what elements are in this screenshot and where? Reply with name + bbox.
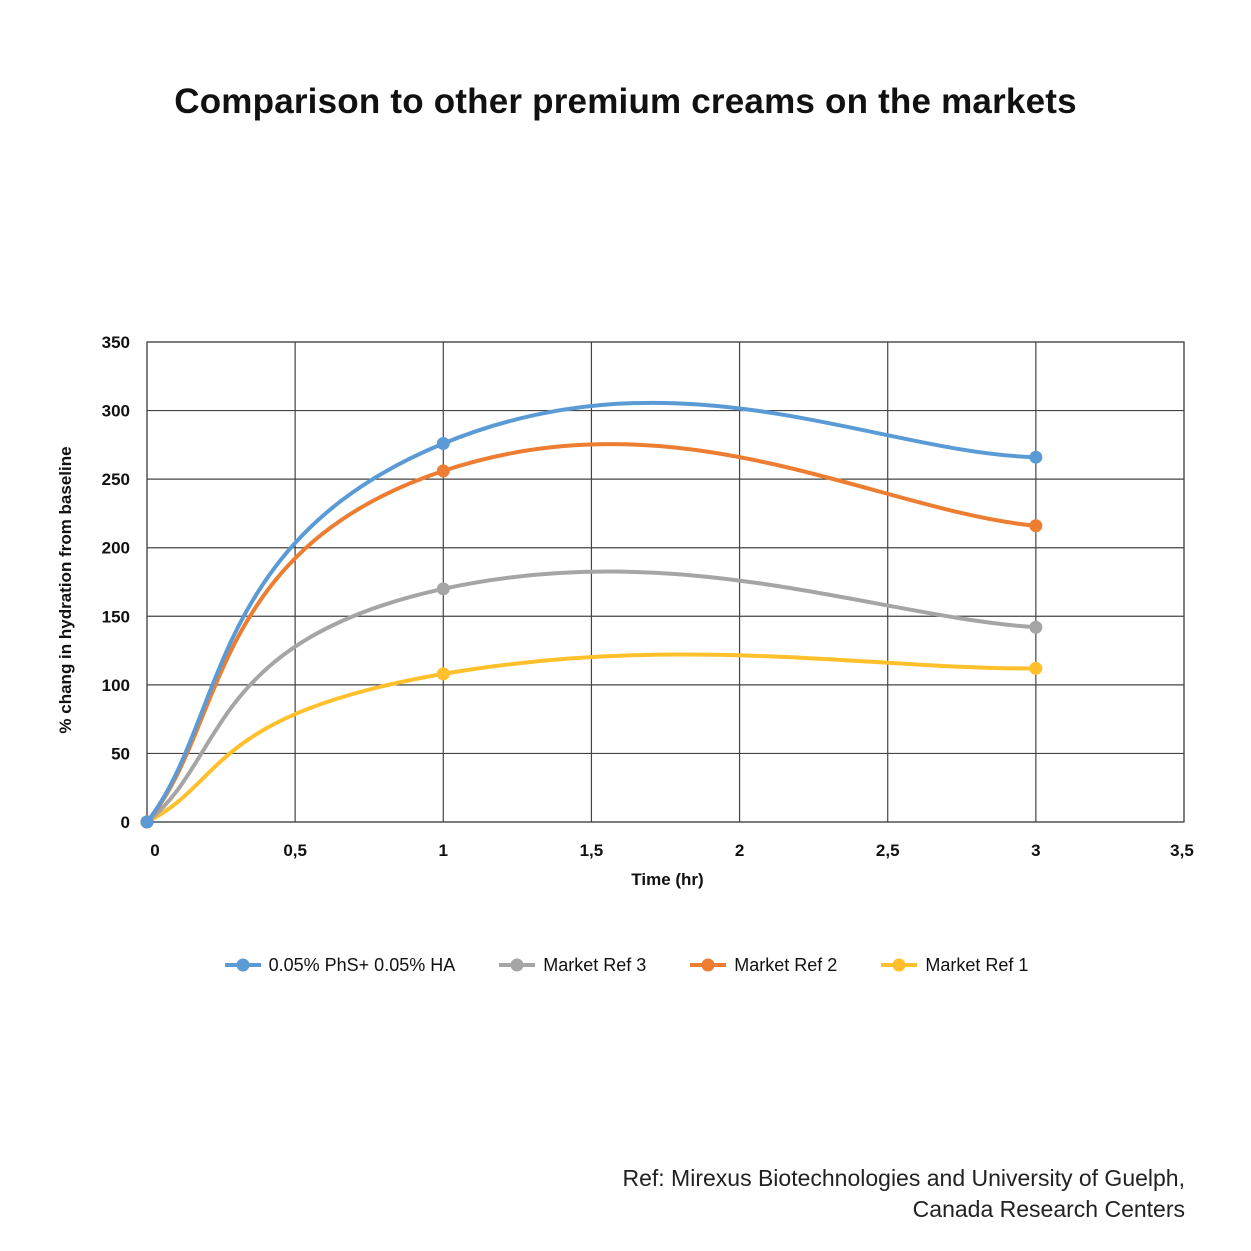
- series-3-line: [145, 652, 1038, 824]
- series-2-point: [436, 464, 450, 478]
- legend-swatch-marker: [236, 958, 250, 972]
- x-tick-label: 2: [735, 841, 744, 860]
- y-tick-label: 300: [102, 402, 130, 421]
- reference-line-1: Ref: Mirexus Biotechnologies and Univers…: [622, 1165, 1185, 1191]
- legend-label: 0.05% PhS+ 0.05% HA: [268, 954, 456, 975]
- y-tick-label: 150: [102, 607, 130, 626]
- series-2-point: [1029, 519, 1043, 533]
- chart-legend: 0.05% PhS+ 0.05% HA Market Ref 3 Market Re…: [0, 952, 1251, 978]
- y-tick-label: 0: [121, 813, 130, 832]
- reference-line-2: Canada Research Centers: [912, 1196, 1185, 1222]
- legend-item: Market Ref 1: [879, 952, 1028, 978]
- plot-area: [146, 341, 1185, 823]
- reference-note: Ref: Mirexus Biotechnologies and Univers…: [622, 1163, 1185, 1225]
- legend-swatch: [499, 958, 536, 972]
- series-3-point: [1029, 661, 1043, 675]
- y-tick-label: 350: [102, 333, 130, 352]
- y-tick-label: 250: [102, 470, 130, 489]
- legend-swatch-marker: [701, 958, 715, 972]
- series-0-point: [436, 436, 450, 450]
- series-1-point: [1029, 620, 1043, 634]
- legend-swatch-marker: [510, 958, 524, 972]
- series-1-line: [145, 569, 1038, 824]
- x-tick-label: 0: [150, 841, 159, 860]
- legend-item: Market Ref 2: [688, 952, 837, 978]
- series-3-point: [436, 667, 450, 681]
- x-tick-label: 1: [439, 841, 448, 860]
- legend-item: Market Ref 3: [497, 952, 646, 978]
- legend-label: Market Ref 2: [734, 954, 838, 975]
- x-axis-label: Time (hr): [631, 870, 703, 889]
- x-tick-label: 1,5: [580, 841, 604, 860]
- x-tick-label: 3,5: [1170, 841, 1194, 860]
- legend-item: 0.05% PhS+ 0.05% HA: [223, 952, 456, 978]
- legend-swatch: [690, 958, 727, 972]
- y-axis-label: % chang in hydration from baseline: [56, 446, 75, 733]
- chart-title: Comparison to other premium creams on th…: [174, 82, 1077, 121]
- x-tick-label: 0,5: [283, 841, 307, 860]
- series-0-point: [140, 815, 154, 829]
- y-tick-label: 50: [111, 744, 130, 763]
- legend-label: Market Ref 3: [543, 954, 647, 975]
- y-tick-label: 200: [102, 539, 130, 558]
- legend-swatch: [224, 958, 261, 972]
- legend-swatch: [881, 958, 918, 972]
- x-tick-label: 3: [1031, 841, 1040, 860]
- x-tick-label: 2,5: [876, 841, 900, 860]
- legend-swatch-marker: [892, 958, 906, 972]
- y-tick-label: 100: [102, 676, 130, 695]
- series-1-point: [436, 582, 450, 596]
- series-0-point: [1029, 450, 1043, 464]
- legend-label: Market Ref 1: [925, 954, 1029, 975]
